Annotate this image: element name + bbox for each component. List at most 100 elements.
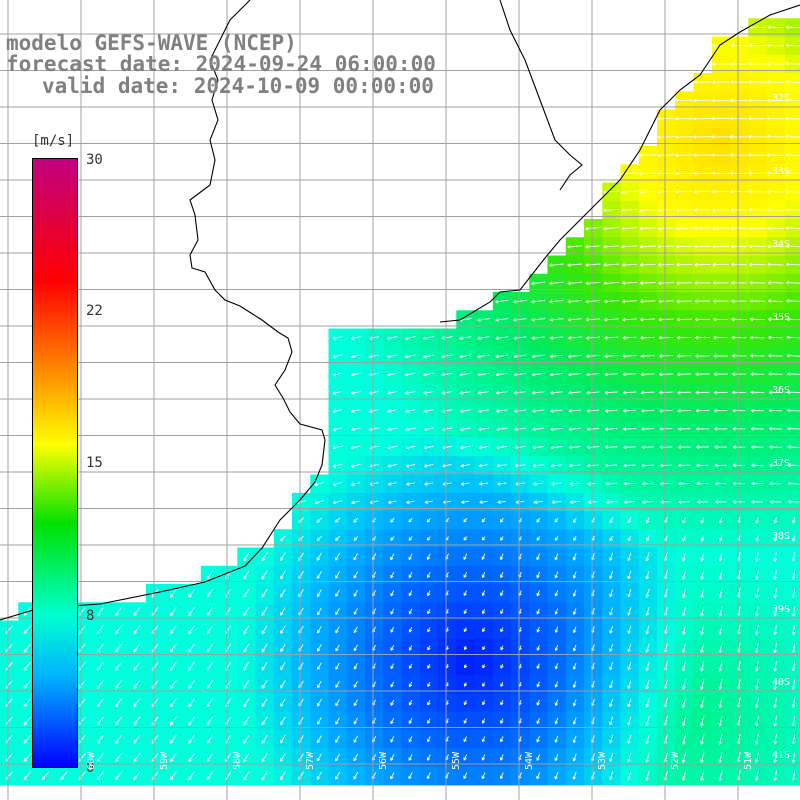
wind-cell (310, 748, 330, 768)
wind-arrow (585, 299, 601, 304)
wind-cell (383, 511, 403, 530)
wind-cell (784, 91, 800, 111)
wind-arrow (748, 61, 766, 66)
wind-arrow (353, 552, 359, 561)
wind-arrow (316, 517, 323, 523)
wind-arrow (750, 445, 764, 449)
wind-cell (200, 620, 220, 640)
wind-cell (292, 748, 311, 768)
wind-cell (292, 565, 311, 585)
wind-cell (492, 492, 512, 512)
wind-cell (474, 602, 494, 622)
wind-cell (492, 766, 512, 786)
wind-arrow (568, 427, 581, 432)
wind-arrow (423, 354, 435, 359)
wind-arrow (714, 445, 728, 449)
wind-arrow (423, 445, 434, 450)
wind-arrow (621, 190, 638, 194)
wind-cell (146, 602, 165, 622)
wind-arrow (773, 588, 778, 599)
wind-cell (273, 657, 293, 676)
wind-cell (292, 584, 311, 603)
wind-cell (383, 638, 403, 658)
wind-arrow (387, 427, 398, 432)
wind-arrow (693, 98, 712, 103)
wind-arrow (700, 535, 705, 542)
wind-arrow (536, 590, 540, 597)
wind-cell (273, 638, 293, 658)
wind-arrow (495, 336, 509, 340)
wind-arrow (658, 354, 674, 358)
wind-arrow (423, 336, 435, 341)
wind-arrow (495, 318, 509, 322)
wind-arrow (748, 43, 766, 48)
title-valid-date: valid date: 2024-10-09 00:00:00 (42, 74, 434, 98)
wind-arrow (609, 552, 614, 561)
wind-arrow (424, 463, 434, 468)
wind-cell (456, 565, 476, 585)
wind-arrow (499, 553, 504, 560)
wind-cell (529, 511, 549, 530)
wind-arrow (605, 445, 618, 450)
wind-arrow (675, 226, 693, 231)
wind-cell (346, 711, 366, 731)
wind-cell (91, 693, 111, 713)
wind-arrow (787, 408, 800, 413)
wind-cell (127, 711, 147, 731)
wind-cell (273, 565, 293, 585)
wind-arrow (481, 553, 486, 560)
colorbar-unit: [m/s] (32, 133, 75, 149)
wind-arrow (731, 335, 747, 340)
wind-arrow (787, 481, 800, 486)
wind-cell (292, 711, 311, 731)
wind-arrow (730, 171, 748, 176)
wind-cell (273, 584, 293, 603)
wind-cell (109, 638, 129, 658)
wind-cell (492, 711, 512, 731)
wind-arrow (677, 354, 692, 358)
wind-arrow (729, 135, 749, 139)
wind-arrow (515, 482, 525, 486)
wind-arrow (623, 482, 636, 486)
wind-cell (328, 456, 348, 476)
wind-cell (109, 657, 129, 676)
wind-arrow (369, 463, 379, 468)
wind-arrow (748, 116, 767, 121)
wind-arrow (718, 588, 723, 599)
wind-arrow (622, 390, 637, 395)
wind-arrow (641, 409, 655, 413)
wind-arrow (718, 535, 723, 542)
wind-arrow (749, 317, 765, 322)
wind-arrow (188, 588, 195, 598)
wind-cell (456, 675, 476, 695)
wind-arrow (658, 299, 674, 304)
wind-arrow (531, 336, 545, 340)
wind-arrow (712, 244, 730, 249)
wind-arrow (787, 445, 800, 449)
wind-cell (127, 602, 147, 622)
wind-arrow (586, 427, 600, 432)
wind-cell (164, 657, 184, 676)
wind-arrow (586, 445, 600, 450)
wind-arrow (621, 244, 638, 249)
wind-arrow (603, 190, 620, 194)
wind-cell (310, 547, 330, 567)
wind-arrow (766, 134, 785, 139)
lat-label-41s: 41S (772, 750, 791, 761)
wind-cell (164, 584, 184, 603)
wind-arrow (700, 517, 705, 524)
wind-cell (73, 766, 92, 786)
wind-cell (711, 675, 731, 695)
wind-arrow (567, 281, 583, 286)
wind-arrow (424, 500, 433, 504)
wind-arrow (332, 390, 343, 395)
wind-cell (164, 620, 184, 640)
wind-arrow (335, 535, 341, 541)
wind-cell (638, 511, 658, 530)
wind-arrow (693, 153, 712, 158)
wind-arrow (714, 500, 727, 504)
wind-arrow (627, 552, 632, 561)
wind-cell (565, 711, 585, 731)
wind-cell (456, 602, 476, 622)
